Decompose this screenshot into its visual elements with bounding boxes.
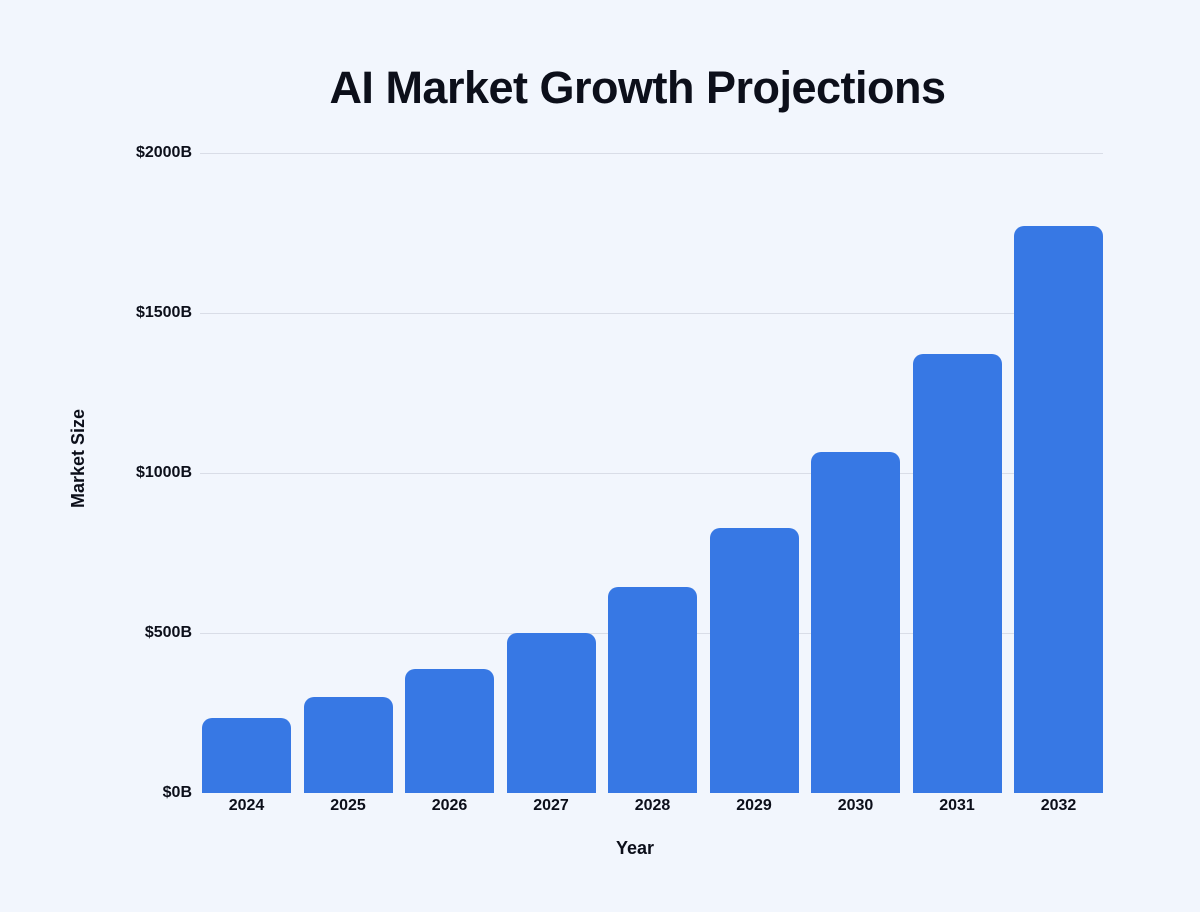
y-tick-label-4: $2000B (135, 144, 192, 161)
bar-2030 (811, 451, 900, 793)
x-axis-title: Year (615, 838, 655, 858)
gridline-2000 (200, 153, 1103, 154)
x-tick-label-2032: 2032 (1040, 797, 1077, 814)
gridline-1500 (200, 313, 1103, 314)
x-tick-label-2030: 2030 (837, 797, 874, 814)
x-tick-label-2028: 2028 (634, 797, 671, 814)
plot-area (200, 153, 1103, 793)
bar-2031 (912, 353, 1002, 793)
x-tick-label-2031: 2031 (939, 797, 975, 814)
bar-2026 (405, 669, 494, 793)
bar-2027 (506, 633, 596, 793)
x-tick-label-2029: 2029 (736, 797, 772, 814)
x-tick-label-2025: 2025 (330, 797, 366, 814)
chart-title: AI Market Growth Projections (329, 62, 946, 113)
x-tick-label-2024: 2024 (228, 797, 265, 814)
bar-2028 (608, 587, 697, 793)
bar-2024 (202, 718, 291, 793)
bar-2029 (709, 528, 799, 793)
y-axis-title: Market Size (68, 408, 88, 508)
x-tick-label-2026: 2026 (431, 797, 468, 814)
y-tick-label-1: $500B (144, 624, 192, 641)
gridline-1000 (200, 473, 1103, 474)
bar-2032 (1014, 225, 1103, 793)
y-tick-label-0: $0B (162, 784, 192, 801)
y-tick-label-2: $1000B (135, 464, 192, 481)
x-tick-label-2027: 2027 (533, 797, 569, 814)
bar-2025 (303, 696, 393, 793)
y-tick-label-3: $1500B (135, 304, 192, 321)
